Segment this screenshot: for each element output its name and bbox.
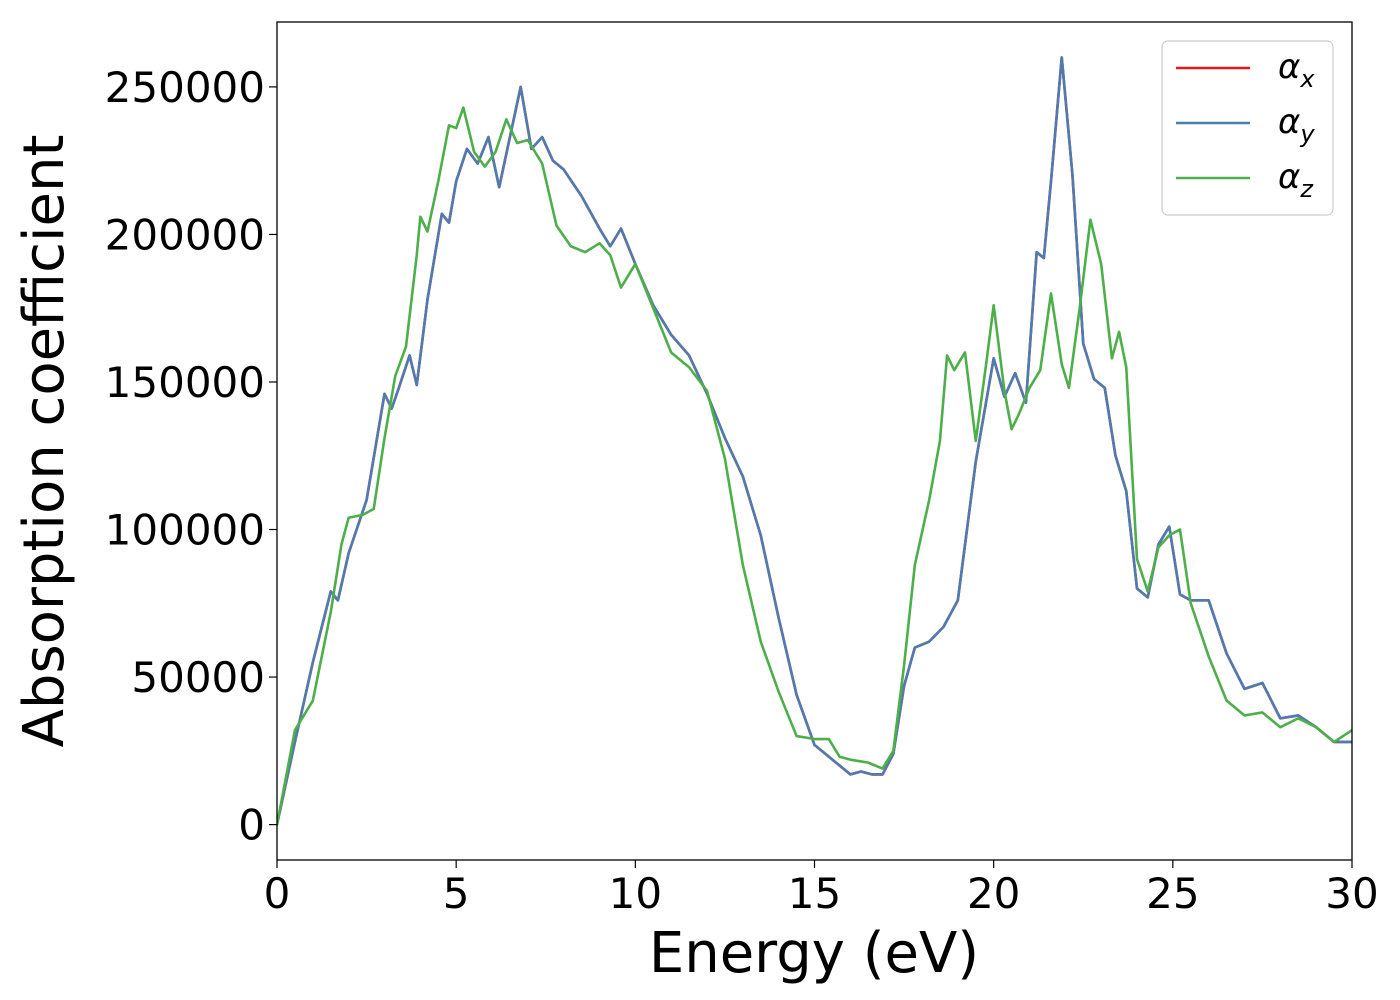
y-tick-label: 0 [238, 801, 265, 850]
x-tick-label: 30 [1325, 869, 1378, 918]
series-line-y [277, 56, 1352, 826]
y-tick-label: 250000 [105, 63, 265, 112]
y-tick-label: 150000 [105, 358, 265, 407]
x-tick-label: 20 [967, 869, 1020, 918]
x-tick-label: 0 [264, 869, 291, 918]
series-layer [277, 56, 1352, 826]
legend-box [1161, 40, 1334, 216]
y-axis-title: Absorption coefficient [12, 135, 77, 748]
legend-label-z: αz [1278, 157, 1314, 203]
x-tick-label: 15 [788, 869, 841, 918]
x-tick-label: 10 [609, 869, 662, 918]
x-axis: 0 5 10 15 20 25 30 [264, 860, 1379, 918]
y-tick-label: 100000 [105, 506, 265, 555]
legend-label-y: αy [1278, 102, 1315, 148]
x-tick-label: 25 [1146, 869, 1199, 918]
y-tick-label: 200000 [105, 210, 265, 259]
x-tick-label: 5 [443, 869, 470, 918]
legend-label-x: αx [1278, 47, 1315, 93]
series-line-z [277, 106, 1352, 826]
legend: αx αy αz [1161, 40, 1334, 216]
x-axis-title: Energy (eV) [649, 921, 979, 986]
y-tick-label: 50000 [131, 653, 265, 702]
y-axis: 0 50000 100000 150000 200000 250000 [105, 63, 277, 850]
